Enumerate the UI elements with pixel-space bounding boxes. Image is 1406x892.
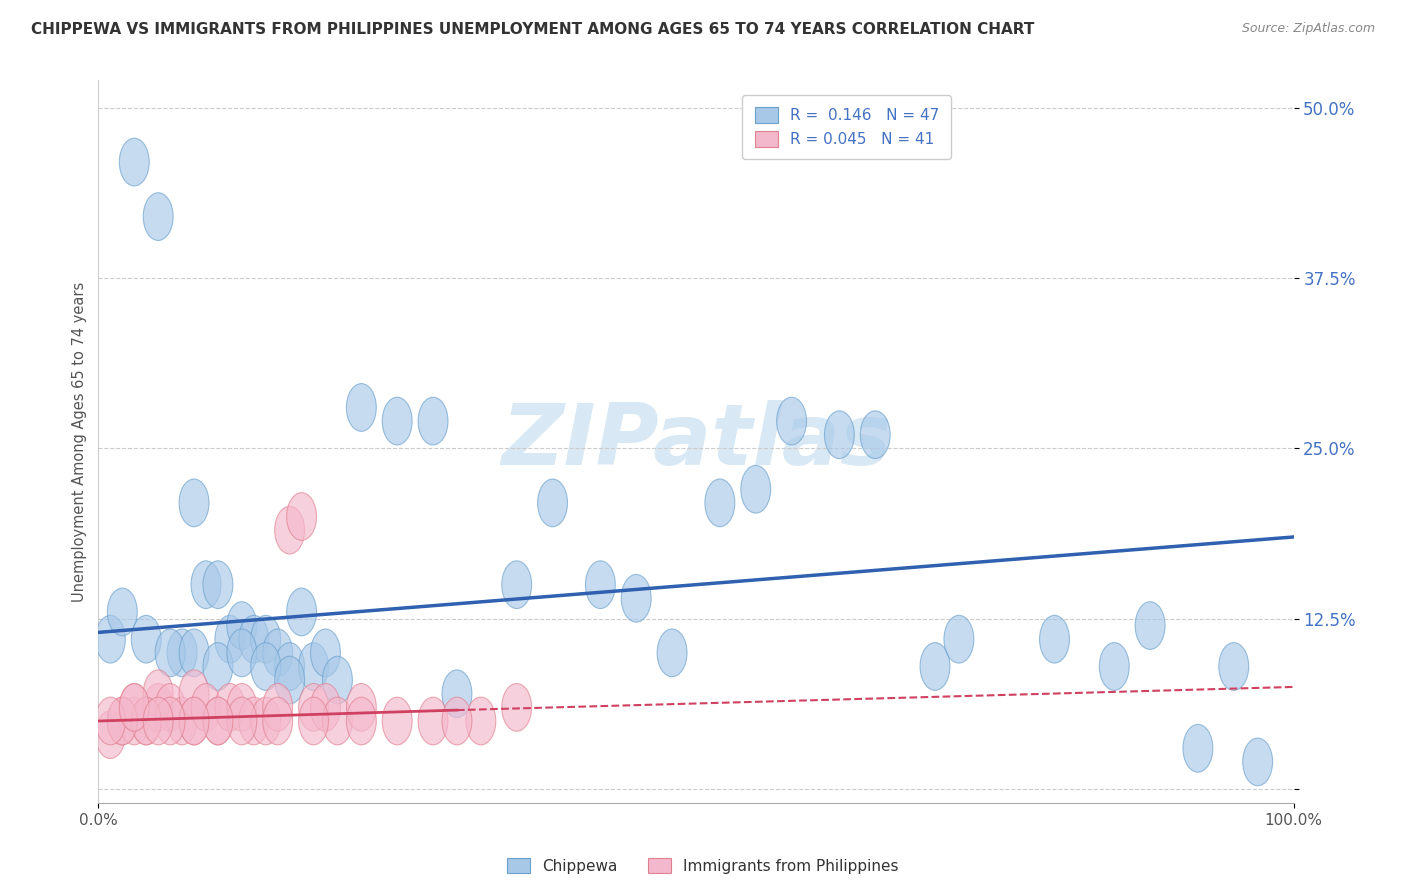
Ellipse shape	[96, 615, 125, 663]
Ellipse shape	[287, 588, 316, 636]
Ellipse shape	[107, 698, 138, 745]
Ellipse shape	[263, 629, 292, 677]
Ellipse shape	[155, 698, 186, 745]
Ellipse shape	[441, 670, 472, 717]
Ellipse shape	[120, 683, 149, 731]
Ellipse shape	[120, 698, 149, 745]
Ellipse shape	[215, 683, 245, 731]
Ellipse shape	[741, 466, 770, 513]
Ellipse shape	[167, 698, 197, 745]
Ellipse shape	[311, 629, 340, 677]
Ellipse shape	[155, 683, 186, 731]
Ellipse shape	[202, 698, 233, 745]
Ellipse shape	[274, 507, 305, 554]
Ellipse shape	[107, 698, 138, 745]
Ellipse shape	[120, 138, 149, 186]
Ellipse shape	[346, 698, 377, 745]
Ellipse shape	[215, 615, 245, 663]
Ellipse shape	[120, 683, 149, 731]
Ellipse shape	[621, 574, 651, 623]
Legend: Chippewa, Immigrants from Philippines: Chippewa, Immigrants from Philippines	[501, 852, 905, 880]
Ellipse shape	[502, 561, 531, 608]
Ellipse shape	[1099, 642, 1129, 690]
Ellipse shape	[250, 642, 281, 690]
Ellipse shape	[776, 397, 807, 445]
Ellipse shape	[298, 683, 329, 731]
Ellipse shape	[167, 629, 197, 677]
Ellipse shape	[143, 670, 173, 717]
Ellipse shape	[1243, 738, 1272, 786]
Y-axis label: Unemployment Among Ages 65 to 74 years: Unemployment Among Ages 65 to 74 years	[72, 281, 87, 602]
Ellipse shape	[191, 561, 221, 608]
Ellipse shape	[502, 683, 531, 731]
Ellipse shape	[441, 698, 472, 745]
Ellipse shape	[824, 411, 855, 458]
Ellipse shape	[96, 711, 125, 758]
Ellipse shape	[202, 561, 233, 608]
Ellipse shape	[382, 397, 412, 445]
Ellipse shape	[322, 698, 353, 745]
Ellipse shape	[1135, 602, 1166, 649]
Ellipse shape	[263, 698, 292, 745]
Ellipse shape	[179, 698, 209, 745]
Ellipse shape	[131, 698, 162, 745]
Legend: R =  0.146   N = 47, R = 0.045   N = 41: R = 0.146 N = 47, R = 0.045 N = 41	[742, 95, 952, 159]
Ellipse shape	[179, 698, 209, 745]
Ellipse shape	[346, 683, 377, 731]
Ellipse shape	[322, 657, 353, 704]
Ellipse shape	[704, 479, 735, 527]
Ellipse shape	[179, 670, 209, 717]
Ellipse shape	[1182, 724, 1213, 772]
Ellipse shape	[226, 683, 257, 731]
Ellipse shape	[179, 479, 209, 527]
Ellipse shape	[191, 683, 221, 731]
Ellipse shape	[943, 615, 974, 663]
Ellipse shape	[418, 397, 449, 445]
Ellipse shape	[96, 698, 125, 745]
Ellipse shape	[860, 411, 890, 458]
Ellipse shape	[226, 602, 257, 649]
Ellipse shape	[226, 629, 257, 677]
Ellipse shape	[537, 479, 568, 527]
Ellipse shape	[298, 698, 329, 745]
Ellipse shape	[239, 615, 269, 663]
Ellipse shape	[657, 629, 688, 677]
Text: CHIPPEWA VS IMMIGRANTS FROM PHILIPPINES UNEMPLOYMENT AMONG AGES 65 TO 74 YEARS C: CHIPPEWA VS IMMIGRANTS FROM PHILIPPINES …	[31, 22, 1035, 37]
Ellipse shape	[107, 588, 138, 636]
Ellipse shape	[346, 384, 377, 432]
Ellipse shape	[1219, 642, 1249, 690]
Ellipse shape	[287, 492, 316, 541]
Ellipse shape	[274, 642, 305, 690]
Ellipse shape	[143, 698, 173, 745]
Ellipse shape	[920, 642, 950, 690]
Ellipse shape	[155, 629, 186, 677]
Ellipse shape	[418, 698, 449, 745]
Text: Source: ZipAtlas.com: Source: ZipAtlas.com	[1241, 22, 1375, 36]
Ellipse shape	[179, 629, 209, 677]
Ellipse shape	[585, 561, 616, 608]
Ellipse shape	[131, 698, 162, 745]
Ellipse shape	[226, 698, 257, 745]
Ellipse shape	[382, 698, 412, 745]
Ellipse shape	[250, 698, 281, 745]
Ellipse shape	[465, 698, 496, 745]
Ellipse shape	[143, 193, 173, 241]
Ellipse shape	[263, 683, 292, 731]
Text: ZIPatlas: ZIPatlas	[501, 400, 891, 483]
Ellipse shape	[202, 698, 233, 745]
Ellipse shape	[1039, 615, 1070, 663]
Ellipse shape	[274, 657, 305, 704]
Ellipse shape	[239, 698, 269, 745]
Ellipse shape	[143, 683, 173, 731]
Ellipse shape	[311, 683, 340, 731]
Ellipse shape	[250, 615, 281, 663]
Ellipse shape	[202, 642, 233, 690]
Ellipse shape	[131, 615, 162, 663]
Ellipse shape	[298, 642, 329, 690]
